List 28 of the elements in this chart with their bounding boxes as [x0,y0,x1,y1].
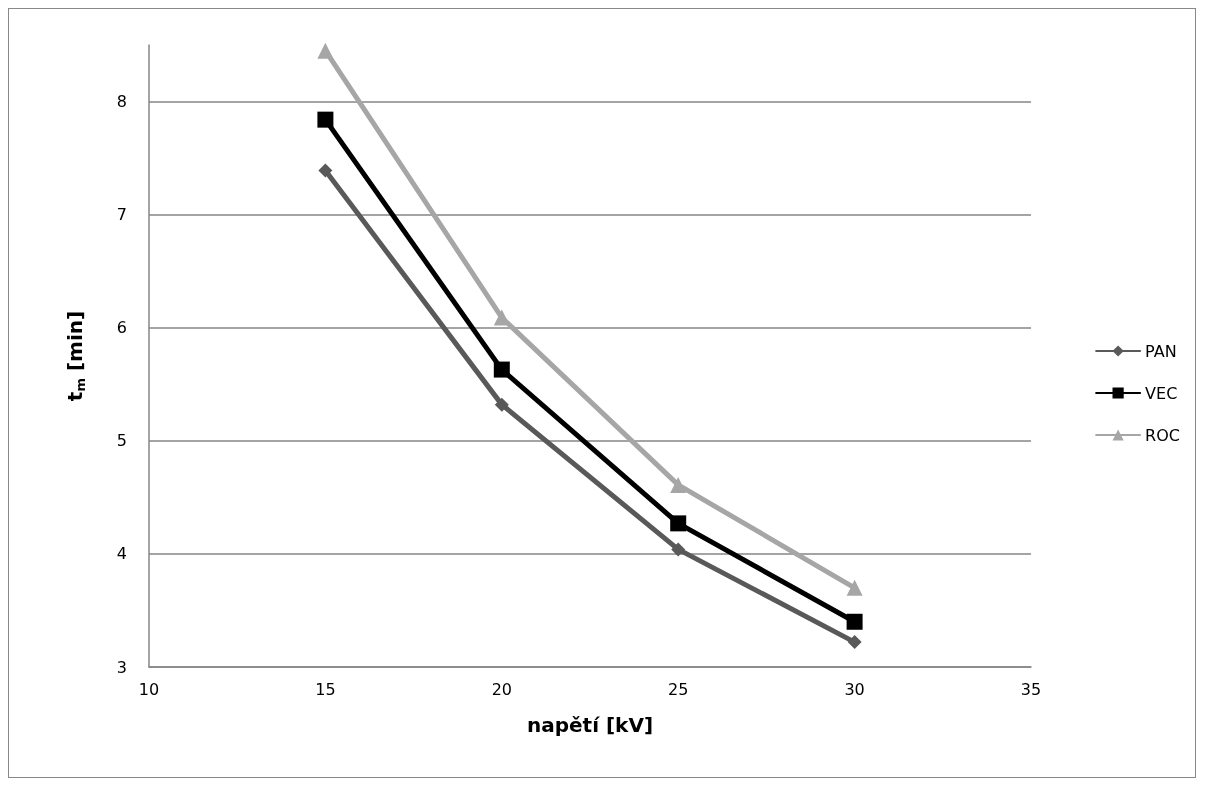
y-axis-title: tm [min] [62,310,88,402]
y-tick-label: 4 [116,544,127,564]
x-tick-label: 15 [315,679,336,699]
point [670,515,687,532]
legend-label: PAN [1145,341,1177,361]
point [846,579,863,596]
x-tick-label: 25 [668,679,689,699]
x-tick-label: 30 [844,679,865,699]
x-tick-label: 10 [138,679,160,699]
x-axis-title: napětí [kV] [526,713,654,737]
x-tick-label: 35 [1020,679,1042,699]
point [671,542,686,557]
y-tick-label: 3 [116,657,127,677]
y-tick-label: 6 [116,318,127,338]
y-tick-label: 5 [116,431,127,451]
x-tick-label: 20 [491,679,512,699]
point [846,613,863,630]
point [317,42,334,59]
y-tick-label: 8 [116,92,127,112]
y-tick-label: 7 [116,205,127,225]
point [317,111,334,128]
legend-label: ROC [1145,425,1181,445]
point [670,476,687,493]
legend-label: VEC [1145,383,1178,403]
point [847,635,862,650]
point [318,163,333,178]
point [494,397,509,412]
point [493,361,510,378]
